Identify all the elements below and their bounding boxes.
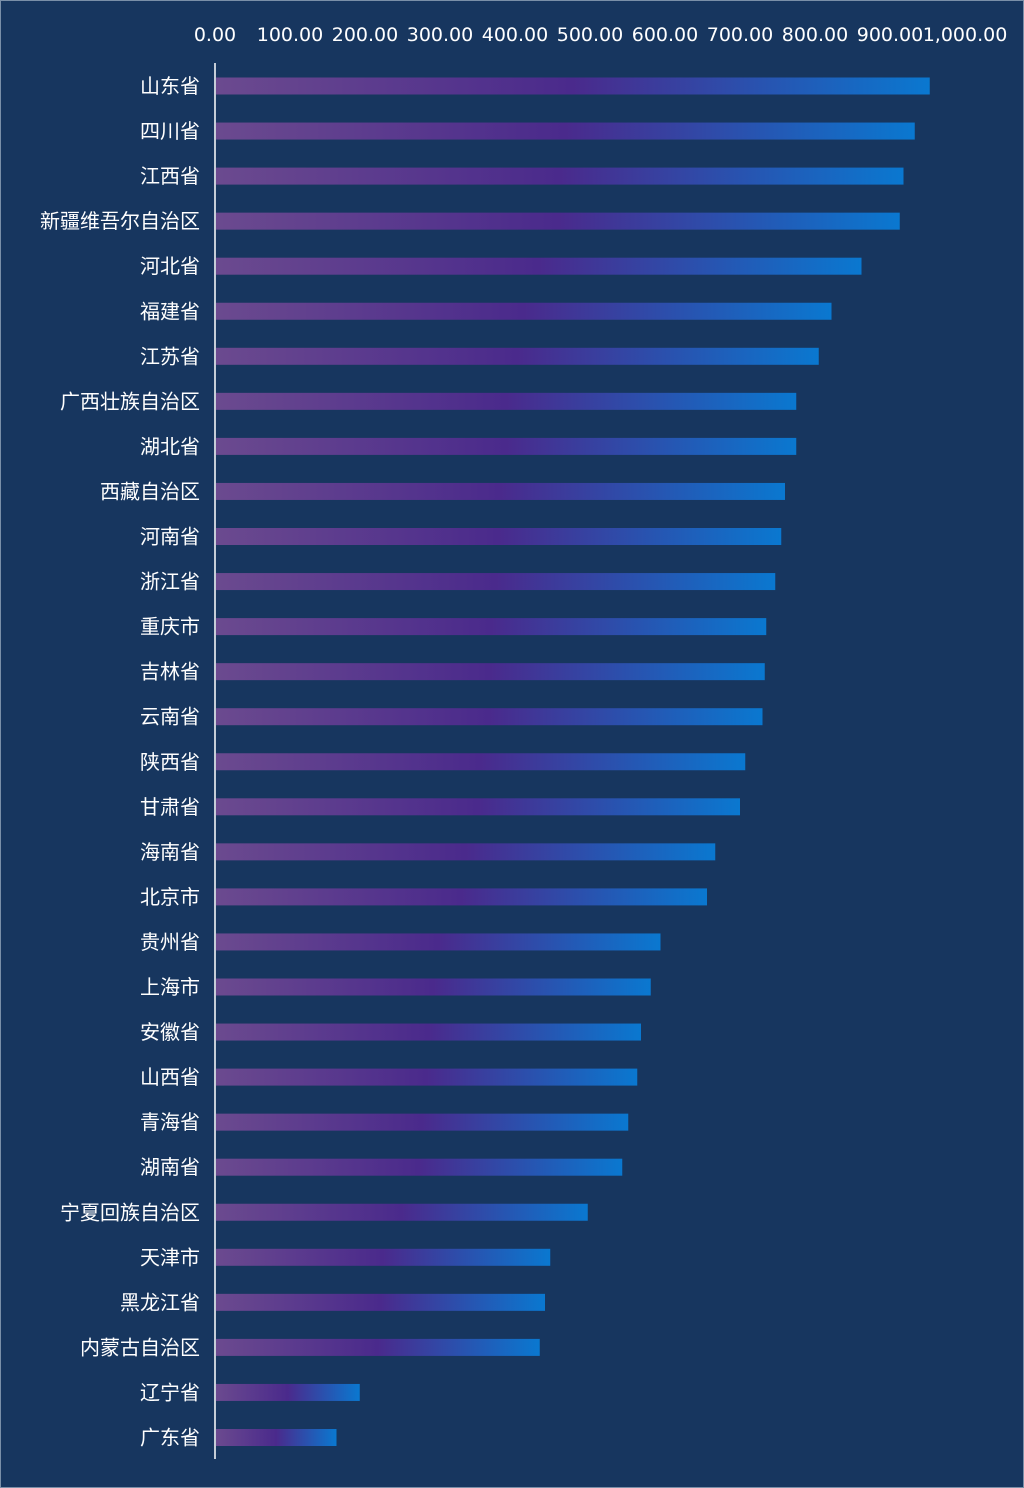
category-label: 陕西省 (140, 750, 200, 774)
bar[interactable] (216, 1338, 540, 1356)
bar[interactable] (216, 392, 797, 410)
category-label: 河南省 (140, 525, 200, 549)
category-label: 甘肃省 (140, 795, 200, 819)
category-label: 云南省 (140, 705, 200, 729)
bar[interactable] (216, 1158, 623, 1176)
x-tick-label: 0.00 (194, 24, 236, 46)
category-label: 天津市 (140, 1245, 200, 1269)
bar[interactable] (216, 212, 900, 230)
category-label: 湖北省 (140, 434, 200, 458)
category-label: 山东省 (140, 74, 200, 98)
x-tick-label: 300.00 (407, 24, 473, 46)
category-label: 内蒙古自治区 (80, 1335, 200, 1359)
category-label: 江西省 (140, 164, 200, 188)
bar[interactable] (216, 257, 862, 275)
category-label: 北京市 (140, 885, 200, 909)
category-label: 江苏省 (140, 344, 200, 368)
bar[interactable] (216, 708, 763, 726)
x-tick-label: 200.00 (332, 24, 398, 46)
bar[interactable] (216, 528, 782, 545)
category-label: 湖南省 (140, 1155, 200, 1179)
category-label: 青海省 (140, 1110, 200, 1134)
x-tick-label: 1,000.00 (923, 24, 1008, 46)
bar[interactable] (216, 573, 776, 591)
category-label: 山西省 (140, 1065, 200, 1089)
x-tick-label: 700.00 (707, 24, 773, 46)
category-label: 宁夏回族自治区 (60, 1200, 200, 1224)
bar[interactable] (216, 1429, 337, 1446)
x-tick-label: 400.00 (482, 24, 548, 46)
bar[interactable] (216, 1113, 629, 1131)
category-label: 辽宁省 (140, 1380, 200, 1404)
bar[interactable] (216, 843, 716, 861)
x-axis-ticks: 0.00 100.00 200.00 300.00 400.00 500.00 600.00… (194, 24, 1007, 46)
x-tick-label: 600.00 (632, 24, 698, 46)
bar[interactable] (216, 1068, 638, 1086)
y-axis-categories: 山东省四川省江西省新疆维吾尔自治区河北省福建省江苏省广西壮族自治区湖北省西藏自治… (40, 74, 200, 1450)
category-label: 福建省 (140, 299, 200, 323)
category-label: 海南省 (140, 840, 200, 864)
bar[interactable] (216, 798, 740, 816)
bar[interactable] (216, 437, 797, 455)
category-label: 浙江省 (140, 570, 200, 594)
category-label: 重庆市 (140, 615, 200, 639)
bar[interactable] (216, 482, 785, 500)
bar[interactable] (216, 77, 930, 95)
bar[interactable] (216, 347, 819, 365)
bars (216, 77, 930, 1446)
category-label: 安徽省 (140, 1020, 200, 1044)
bar[interactable] (216, 888, 707, 906)
bar[interactable] (216, 1248, 551, 1266)
x-tick-label: 100.00 (257, 24, 323, 46)
bar[interactable] (216, 302, 832, 320)
x-tick-label: 900.00 (857, 24, 923, 46)
x-tick-label: 500.00 (557, 24, 623, 46)
bar[interactable] (216, 1023, 641, 1041)
category-label: 广东省 (140, 1426, 200, 1450)
category-label: 上海市 (140, 975, 200, 999)
bar[interactable] (216, 663, 765, 681)
category-label: 吉林省 (140, 660, 200, 684)
bar[interactable] (216, 933, 661, 951)
category-label: 贵州省 (140, 930, 200, 954)
bar[interactable] (216, 618, 767, 636)
category-label: 西藏自治区 (100, 479, 200, 503)
bar[interactable] (216, 978, 651, 996)
bar[interactable] (216, 753, 746, 771)
category-label: 四川省 (140, 119, 200, 143)
bar[interactable] (216, 1383, 360, 1401)
category-label: 河北省 (140, 254, 200, 278)
bar[interactable] (216, 167, 904, 185)
category-label: 广西壮族自治区 (60, 389, 200, 413)
bar[interactable] (216, 1203, 588, 1221)
x-tick-label: 800.00 (782, 24, 848, 46)
bar[interactable] (216, 122, 915, 140)
category-label: 黑龙江省 (120, 1290, 200, 1314)
category-label: 新疆维吾尔自治区 (40, 209, 200, 233)
bar[interactable] (216, 1293, 545, 1311)
